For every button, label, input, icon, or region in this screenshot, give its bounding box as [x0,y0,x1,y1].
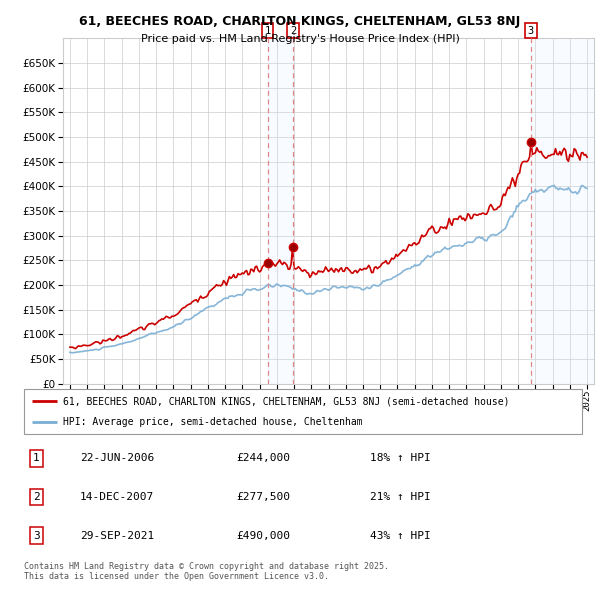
Text: 21% ↑ HPI: 21% ↑ HPI [370,492,431,502]
Bar [268,38,293,384]
Text: Price paid vs. HM Land Registry's House Price Index (HPI): Price paid vs. HM Land Registry's House … [140,34,460,44]
Text: 61, BEECHES ROAD, CHARLTON KINGS, CHELTENHAM, GL53 8NJ: 61, BEECHES ROAD, CHARLTON KINGS, CHELTE… [79,15,521,28]
Text: 43% ↑ HPI: 43% ↑ HPI [370,531,431,541]
Text: HPI: Average price, semi-detached house, Cheltenham: HPI: Average price, semi-detached house,… [63,417,362,427]
Text: 22-JUN-2006: 22-JUN-2006 [80,453,154,463]
Text: 29-SEP-2021: 29-SEP-2021 [80,531,154,541]
Text: Contains HM Land Registry data © Crown copyright and database right 2025.: Contains HM Land Registry data © Crown c… [24,562,389,571]
Text: 2: 2 [33,492,40,502]
Text: £244,000: £244,000 [236,453,290,463]
Text: 18% ↑ HPI: 18% ↑ HPI [370,453,431,463]
Text: 61, BEECHES ROAD, CHARLTON KINGS, CHELTENHAM, GL53 8NJ (semi-detached house): 61, BEECHES ROAD, CHARLTON KINGS, CHELTE… [63,396,509,407]
Text: 14-DEC-2007: 14-DEC-2007 [80,492,154,502]
Text: 3: 3 [33,531,40,541]
Text: 1: 1 [33,453,40,463]
Text: 3: 3 [528,25,534,35]
FancyBboxPatch shape [24,389,582,434]
Text: £277,500: £277,500 [236,492,290,502]
Text: This data is licensed under the Open Government Licence v3.0.: This data is licensed under the Open Gov… [24,572,329,581]
Text: 2: 2 [290,25,296,35]
Bar [531,38,594,384]
Text: 1: 1 [265,25,271,35]
Text: £490,000: £490,000 [236,531,290,541]
